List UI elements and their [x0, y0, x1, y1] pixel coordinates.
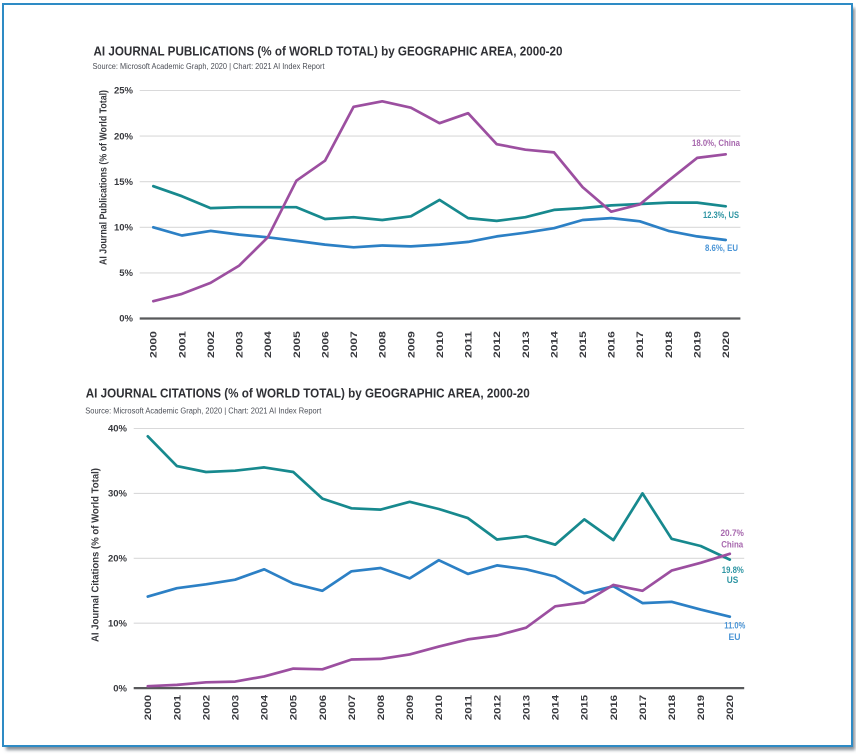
svg-text:2016: 2016 — [609, 695, 620, 720]
svg-text:12.3%, US: 12.3%, US — [703, 210, 739, 220]
svg-text:2007: 2007 — [347, 695, 358, 720]
svg-text:2005: 2005 — [289, 694, 300, 720]
svg-text:2006: 2006 — [318, 695, 329, 720]
svg-text:2018: 2018 — [664, 331, 675, 358]
svg-text:2017: 2017 — [635, 331, 646, 358]
svg-text:2008: 2008 — [376, 695, 387, 720]
svg-text:25%: 25% — [114, 86, 134, 97]
svg-text:2000: 2000 — [143, 695, 154, 720]
svg-text:20%: 20% — [114, 131, 134, 142]
svg-text:Source: Microsoft Academic Gra: Source: Microsoft Academic Graph, 2020 |… — [93, 62, 326, 71]
svg-text:2014: 2014 — [549, 330, 560, 358]
svg-text:2001: 2001 — [172, 694, 183, 720]
svg-text:8.6%, EU: 8.6%, EU — [705, 243, 738, 253]
svg-text:AI Journal Citations (% of Wor: AI Journal Citations (% of World Total) — [91, 468, 102, 642]
svg-text:2001: 2001 — [177, 330, 188, 358]
svg-text:2003: 2003 — [231, 695, 242, 720]
svg-text:15%: 15% — [114, 177, 134, 188]
svg-text:20%: 20% — [108, 554, 128, 565]
svg-text:10%: 10% — [108, 618, 128, 629]
svg-text:2010: 2010 — [434, 695, 445, 720]
svg-text:2013: 2013 — [521, 331, 532, 358]
svg-text:40%: 40% — [108, 424, 128, 435]
svg-text:2009: 2009 — [405, 695, 416, 720]
svg-text:Source: Microsoft Academic Gra: Source: Microsoft Academic Graph, 2020 |… — [85, 407, 322, 416]
svg-text:2007: 2007 — [349, 331, 360, 358]
svg-text:AI JOURNAL PUBLICATIONS (% of: AI JOURNAL PUBLICATIONS (% of WORLD TOTA… — [94, 44, 563, 59]
svg-text:2003: 2003 — [235, 331, 246, 358]
svg-text:2012: 2012 — [492, 331, 503, 358]
svg-text:US: US — [727, 575, 739, 585]
svg-text:2020: 2020 — [721, 331, 732, 358]
svg-text:AI JOURNAL CITATIONS (% of WOR: AI JOURNAL CITATIONS (% of WORLD TOTAL) … — [86, 386, 530, 401]
svg-text:20.7%: 20.7% — [720, 528, 744, 538]
svg-text:2013: 2013 — [522, 695, 533, 720]
svg-text:EU: EU — [729, 632, 741, 642]
svg-text:2017: 2017 — [638, 695, 649, 720]
svg-text:2011: 2011 — [464, 330, 475, 358]
svg-text:2004: 2004 — [260, 694, 271, 720]
svg-text:30%: 30% — [108, 489, 128, 500]
svg-text:China: China — [721, 540, 744, 550]
svg-text:2020: 2020 — [725, 695, 736, 720]
svg-text:2008: 2008 — [378, 331, 389, 358]
svg-text:2004: 2004 — [263, 330, 274, 358]
svg-text:2014: 2014 — [551, 694, 562, 720]
svg-text:10%: 10% — [114, 223, 134, 234]
svg-text:2018: 2018 — [667, 695, 678, 720]
svg-text:2016: 2016 — [607, 331, 618, 358]
svg-text:2002: 2002 — [201, 695, 212, 720]
svg-text:AI Journal Publications (% of: AI Journal Publications (% of World Tota… — [99, 90, 110, 265]
svg-text:2015: 2015 — [578, 330, 589, 358]
svg-text:0%: 0% — [119, 314, 133, 325]
svg-text:2015: 2015 — [580, 694, 591, 720]
svg-text:2005: 2005 — [292, 330, 303, 358]
svg-text:2019: 2019 — [696, 695, 707, 720]
svg-text:11.0%: 11.0% — [724, 621, 745, 631]
svg-text:2009: 2009 — [406, 331, 417, 358]
svg-text:2011: 2011 — [463, 694, 474, 720]
svg-text:19.8%: 19.8% — [722, 565, 744, 575]
svg-text:2002: 2002 — [206, 331, 217, 358]
svg-text:2006: 2006 — [320, 331, 331, 358]
svg-text:2019: 2019 — [693, 331, 704, 358]
svg-text:18.0%, China: 18.0%, China — [692, 138, 741, 148]
svg-text:0%: 0% — [113, 683, 127, 694]
svg-text:2012: 2012 — [492, 695, 503, 720]
svg-text:5%: 5% — [119, 268, 133, 279]
svg-text:2000: 2000 — [149, 331, 160, 358]
svg-text:2010: 2010 — [435, 331, 446, 358]
